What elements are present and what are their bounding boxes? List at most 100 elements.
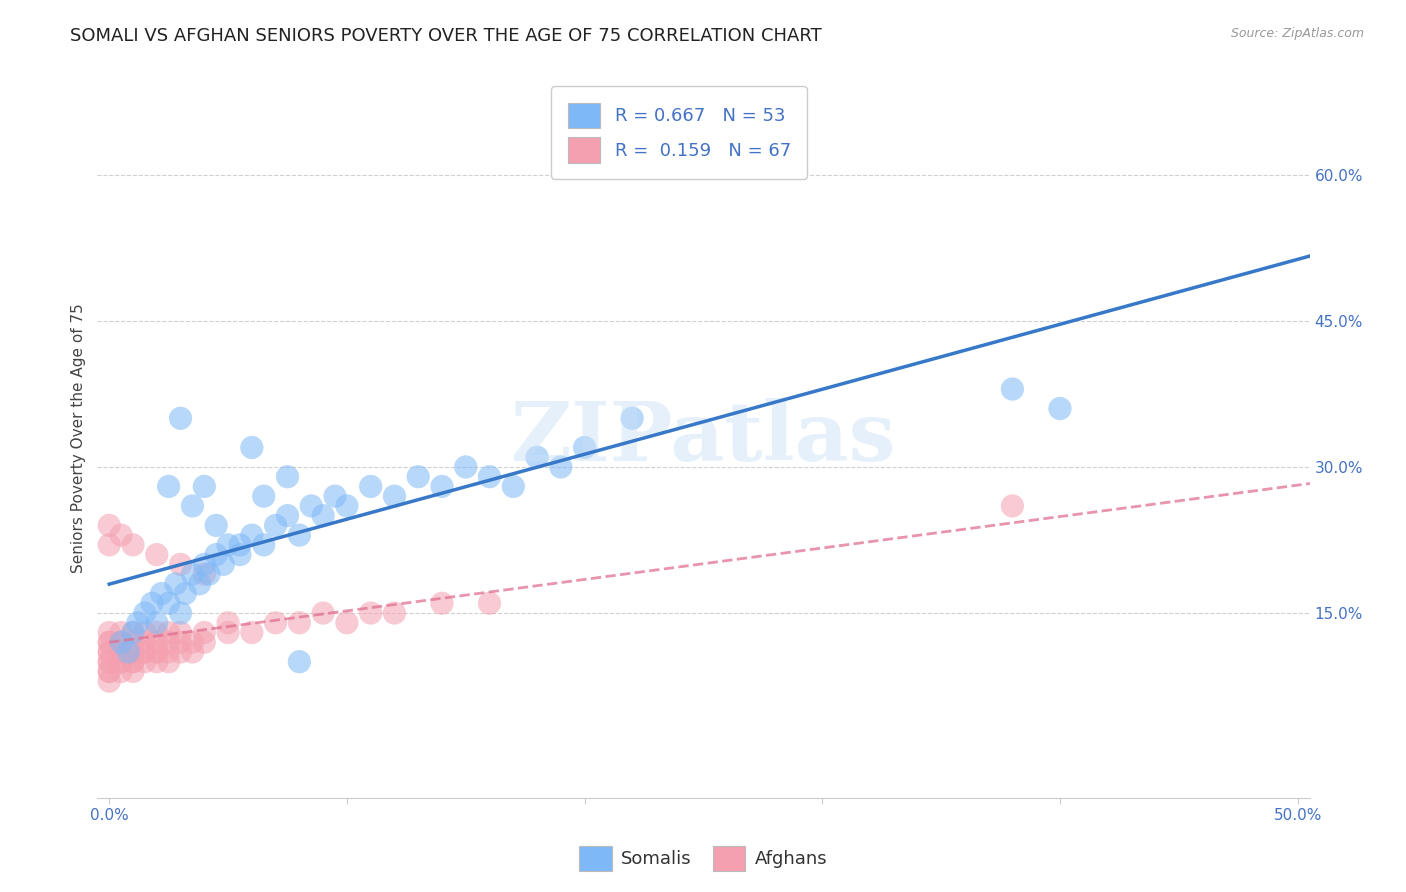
Point [169, 625, 191, 640]
Point [1001, 382, 1024, 396]
Point [98, 655, 121, 669]
Point [157, 625, 180, 640]
Point [169, 411, 191, 425]
Point [110, 645, 132, 659]
Text: ZIPatlas: ZIPatlas [510, 398, 896, 478]
Point [193, 625, 215, 640]
Point [288, 528, 311, 542]
Point [188, 577, 211, 591]
Point [264, 518, 287, 533]
Point [360, 606, 382, 620]
Point [98, 645, 121, 659]
Point [1049, 401, 1071, 416]
Point [98, 665, 121, 679]
Legend: R = 0.667   N = 53, R =  0.159   N = 67: R = 0.667 N = 53, R = 0.159 N = 67 [551, 87, 807, 179]
Point [193, 479, 215, 493]
Point [98, 655, 121, 669]
Point [98, 635, 121, 649]
Point [550, 460, 572, 475]
Point [122, 538, 145, 552]
Point [169, 645, 191, 659]
Point [430, 596, 453, 610]
Text: Source: ZipAtlas.com: Source: ZipAtlas.com [1230, 27, 1364, 40]
Point [122, 645, 145, 659]
Point [110, 645, 132, 659]
Legend: Somalis, Afghans: Somalis, Afghans [572, 838, 834, 879]
Point [181, 567, 204, 582]
Point [253, 489, 276, 503]
Point [134, 606, 156, 620]
Point [240, 625, 263, 640]
Point [574, 441, 596, 455]
Point [146, 635, 169, 649]
Point [217, 615, 239, 630]
Point [384, 489, 406, 503]
Point [122, 625, 145, 640]
Point [1001, 499, 1024, 513]
Point [174, 586, 197, 600]
Point [98, 635, 121, 649]
Point [134, 625, 156, 640]
Point [110, 665, 132, 679]
Point [384, 606, 406, 620]
Point [217, 538, 239, 552]
Point [146, 548, 169, 562]
Point [181, 645, 204, 659]
Point [217, 625, 239, 640]
Point [502, 479, 524, 493]
Point [157, 645, 180, 659]
Point [134, 655, 156, 669]
Point [526, 450, 548, 465]
Point [198, 567, 221, 582]
Point [193, 558, 215, 572]
Point [157, 596, 180, 610]
Point [169, 606, 191, 620]
Point [98, 645, 121, 659]
Point [146, 645, 169, 659]
Point [98, 674, 121, 689]
Point [122, 655, 145, 669]
Point [122, 635, 145, 649]
Point [193, 635, 215, 649]
Point [134, 645, 156, 659]
Point [110, 625, 132, 640]
Point [323, 489, 346, 503]
Point [336, 615, 359, 630]
Point [240, 528, 263, 542]
Point [110, 635, 132, 649]
Point [134, 635, 156, 649]
Point [110, 655, 132, 669]
Point [336, 499, 359, 513]
Point [157, 479, 180, 493]
Point [150, 586, 173, 600]
Point [141, 596, 163, 610]
Point [312, 508, 335, 523]
Point [127, 615, 149, 630]
Point [454, 460, 477, 475]
Point [117, 645, 139, 659]
Point [205, 518, 228, 533]
Point [146, 615, 169, 630]
Point [181, 499, 204, 513]
Point [122, 665, 145, 679]
Point [288, 655, 311, 669]
Point [122, 645, 145, 659]
Point [98, 518, 121, 533]
Point [288, 615, 311, 630]
Point [240, 441, 263, 455]
Point [122, 625, 145, 640]
Point [406, 469, 429, 483]
Point [205, 548, 228, 562]
Point [430, 479, 453, 493]
Point [110, 528, 132, 542]
Point [229, 538, 252, 552]
Point [276, 469, 298, 483]
Point [478, 469, 501, 483]
Point [157, 635, 180, 649]
Point [98, 665, 121, 679]
Y-axis label: Seniors Poverty Over the Age of 75: Seniors Poverty Over the Age of 75 [72, 303, 86, 573]
Text: SOMALI VS AFGHAN SENIORS POVERTY OVER THE AGE OF 75 CORRELATION CHART: SOMALI VS AFGHAN SENIORS POVERTY OVER TH… [70, 27, 823, 45]
Point [98, 625, 121, 640]
Point [360, 479, 382, 493]
Point [157, 655, 180, 669]
